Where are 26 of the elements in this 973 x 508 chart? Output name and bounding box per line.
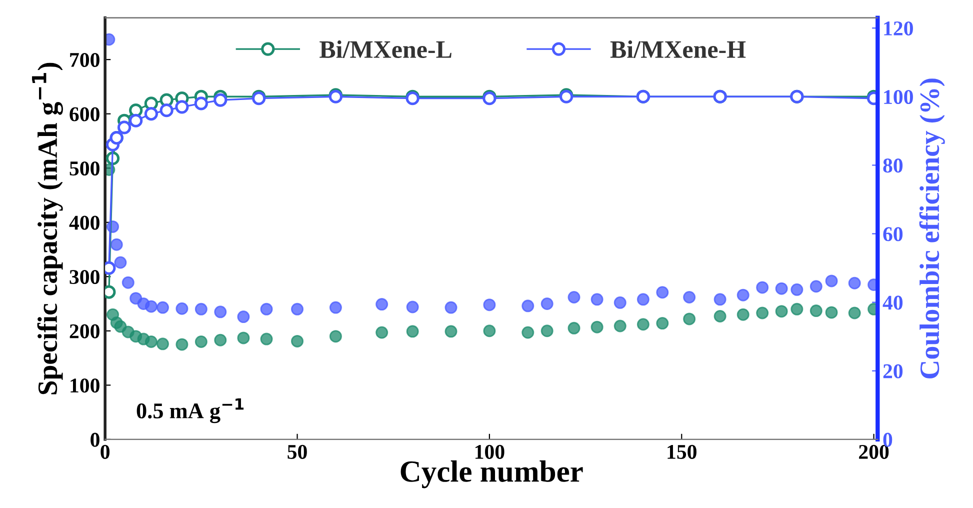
y-axis-title: Specific capacity (mAh g$^{−1}$) [32, 62, 63, 394]
y2-tick-label: 0 [883, 432, 892, 447]
legend-label: Bi/MXene-L [320, 40, 452, 58]
x-tick-label: 100 [475, 444, 504, 459]
y-tick-label: 500 [70, 161, 100, 176]
y-tick-label: 400 [69, 216, 100, 230]
y-tick-label: 200 [70, 324, 100, 338]
y-tick-label: 100 [70, 378, 100, 393]
x-tick-label: 0 [100, 444, 110, 459]
y-tick-label: 300 [70, 270, 100, 284]
y2-tick-label: 120 [884, 21, 913, 36]
y2-axis-title: Coulombic efficiency (%) [919, 78, 945, 378]
y2-tick-label: 40 [882, 296, 903, 310]
annotation: 0.5 mA g$^{−1}$ [136, 398, 244, 424]
x-tick-label: 50 [288, 444, 307, 459]
y2-tick-label: 60 [883, 227, 903, 242]
y2-tick-label: 20 [883, 364, 903, 378]
y-tick-label: 600 [70, 107, 100, 122]
y2-tick-label: 100 [884, 90, 913, 104]
x-axis-title: Cycle number [400, 460, 583, 488]
y-tick-label: 700 [70, 52, 100, 67]
y2-tick-label: 80 [883, 158, 903, 173]
x-tick-label: 200 [859, 444, 889, 459]
y-tick-label: 0 [90, 432, 100, 447]
legend-label: Bi/MXene-H [610, 40, 746, 58]
x-tick-label: 150 [668, 444, 696, 459]
